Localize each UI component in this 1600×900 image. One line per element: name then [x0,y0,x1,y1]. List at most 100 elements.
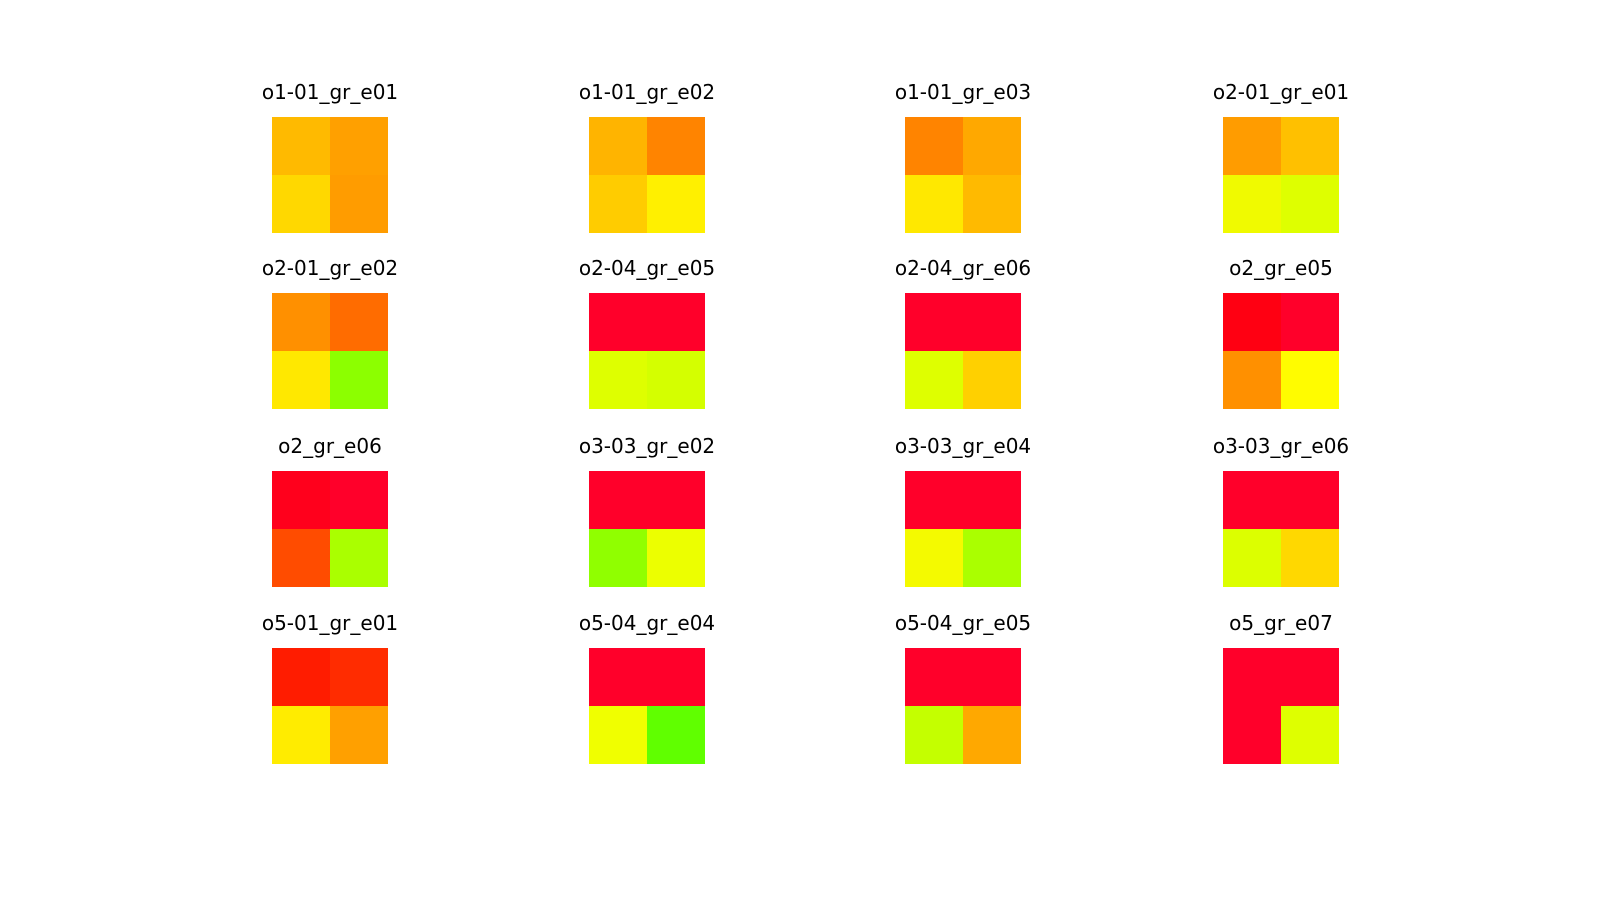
heatmap-cell-r1-c1 [963,529,1021,587]
heatmap-cell-r0-c1 [330,293,388,351]
heatmap-cell-r0-c1 [647,293,705,351]
panel-title: o3-03_gr_e04 [894,434,1032,458]
heatmap-cell-r1-c0 [272,351,330,409]
heatmap-cell-r0-c1 [1281,117,1339,175]
heatmap-cell-r1-c0 [905,529,963,587]
heatmap-cell-r0-c0 [272,117,330,175]
heatmap-cell-r1-c1 [1281,175,1339,233]
heatmap-cell-r1-c1 [963,351,1021,409]
heatmap-panel: o5-01_gr_e01 [250,611,410,791]
heatmap-cell-r0-c0 [905,648,963,706]
heatmap-cell-r1-c1 [647,706,705,764]
heatmap-cell-r0-c1 [1281,471,1339,529]
heatmap-cell-r1-c1 [330,175,388,233]
heatmap-cell-r1-c0 [1223,529,1281,587]
heatmap-cell-r1-c1 [1281,706,1339,764]
heatmap-cell-r0-c1 [963,471,1021,529]
panel-title: o2-01_gr_e02 [261,256,399,280]
heatmap-cell-r1-c1 [330,351,388,409]
heatmap-cell-r1-c1 [1281,351,1339,409]
heatmap-panel: o5-04_gr_e05 [883,611,1043,791]
heatmap-panel: o2-04_gr_e05 [567,256,727,436]
heatmap-panel: o3-03_gr_e06 [1201,434,1361,614]
heatmap-cell-r0-c1 [330,117,388,175]
panel-title: o1-01_gr_e02 [578,80,716,104]
heatmap-matrix [1223,293,1339,409]
heatmap-panel: o1-01_gr_e02 [567,80,727,260]
heatmap-matrix [905,117,1021,233]
heatmap-cell-r1-c0 [272,175,330,233]
heatmap-cell-r0-c0 [589,471,647,529]
heatmap-cell-r0-c0 [1223,471,1281,529]
heatmap-cell-r0-c0 [589,293,647,351]
heatmap-panel: o1-01_gr_e01 [250,80,410,260]
heatmap-cell-r0-c1 [330,471,388,529]
heatmap-cell-r0-c1 [647,471,705,529]
heatmap-panel: o2-01_gr_e01 [1201,80,1361,260]
heatmap-cell-r1-c0 [589,529,647,587]
heatmap-cell-r0-c0 [1223,293,1281,351]
heatmap-cell-r1-c0 [905,706,963,764]
heatmap-matrix [905,471,1021,587]
heatmap-cell-r0-c1 [963,293,1021,351]
heatmap-matrix [272,648,388,764]
heatmap-cell-r0-c1 [647,117,705,175]
panel-title: o2-04_gr_e05 [578,256,716,280]
heatmap-panel: o5-04_gr_e04 [567,611,727,791]
heatmap-panel: o2-04_gr_e06 [883,256,1043,436]
heatmap-panel: o1-01_gr_e03 [883,80,1043,260]
heatmap-cell-r1-c1 [1281,529,1339,587]
heatmap-panel: o3-03_gr_e02 [567,434,727,614]
heatmap-cell-r1-c1 [963,175,1021,233]
panel-title: o5-01_gr_e01 [261,611,399,635]
heatmap-cell-r0-c0 [272,293,330,351]
heatmap-cell-r1-c0 [1223,175,1281,233]
heatmap-matrix [272,293,388,409]
heatmap-cell-r0-c1 [330,648,388,706]
heatmap-cell-r1-c0 [905,351,963,409]
heatmap-cell-r1-c0 [905,175,963,233]
heatmap-cell-r0-c0 [589,648,647,706]
panel-title: o2-04_gr_e06 [894,256,1032,280]
panel-title: o5_gr_e07 [1229,611,1333,635]
heatmap-cell-r1-c0 [272,529,330,587]
heatmap-matrix [1223,117,1339,233]
heatmap-matrix [1223,648,1339,764]
heatmap-cell-r0-c1 [1281,648,1339,706]
heatmap-matrix [589,293,705,409]
heatmap-cell-r0-c0 [589,117,647,175]
panel-title: o2_gr_e06 [278,434,382,458]
heatmap-cell-r0-c1 [963,117,1021,175]
panel-title: o5-04_gr_e05 [894,611,1032,635]
heatmap-panel: o2-01_gr_e02 [250,256,410,436]
heatmap-matrix [589,117,705,233]
heatmap-cell-r1-c0 [1223,351,1281,409]
heatmap-panel: o2_gr_e06 [250,434,410,614]
heatmap-cell-r1-c1 [330,706,388,764]
heatmap-cell-r1-c1 [963,706,1021,764]
heatmap-cell-r0-c0 [1223,648,1281,706]
panel-title: o3-03_gr_e06 [1212,434,1350,458]
panel-title: o1-01_gr_e03 [894,80,1032,104]
heatmap-matrix [589,648,705,764]
panel-title: o5-04_gr_e04 [578,611,716,635]
heatmap-cell-r1-c0 [272,706,330,764]
heatmap-matrix [1223,471,1339,587]
heatmap-cell-r0-c0 [272,471,330,529]
heatmap-cell-r1-c1 [647,175,705,233]
panel-title: o2-01_gr_e01 [1212,80,1350,104]
heatmap-cell-r1-c0 [1223,706,1281,764]
heatmap-panel: o2_gr_e05 [1201,256,1361,436]
heatmap-cell-r0-c0 [905,471,963,529]
panel-title: o2_gr_e05 [1229,256,1333,280]
heatmap-cell-r1-c1 [330,529,388,587]
heatmap-cell-r1-c0 [589,175,647,233]
heatmap-matrix [589,471,705,587]
heatmap-matrix [272,471,388,587]
heatmap-matrix [905,293,1021,409]
heatmap-cell-r1-c0 [589,351,647,409]
heatmap-matrix [272,117,388,233]
heatmap-cell-r0-c1 [963,648,1021,706]
panel-title: o3-03_gr_e02 [578,434,716,458]
